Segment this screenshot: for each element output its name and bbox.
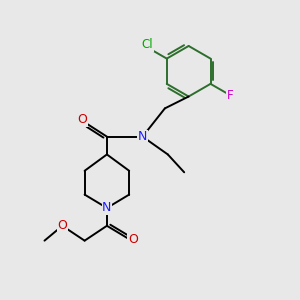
Text: Cl: Cl xyxy=(141,38,153,51)
Text: F: F xyxy=(227,88,233,101)
Text: N: N xyxy=(138,130,147,143)
Text: N: N xyxy=(102,202,112,214)
Text: O: O xyxy=(57,219,67,232)
Text: O: O xyxy=(128,233,138,246)
Text: O: O xyxy=(78,113,88,126)
